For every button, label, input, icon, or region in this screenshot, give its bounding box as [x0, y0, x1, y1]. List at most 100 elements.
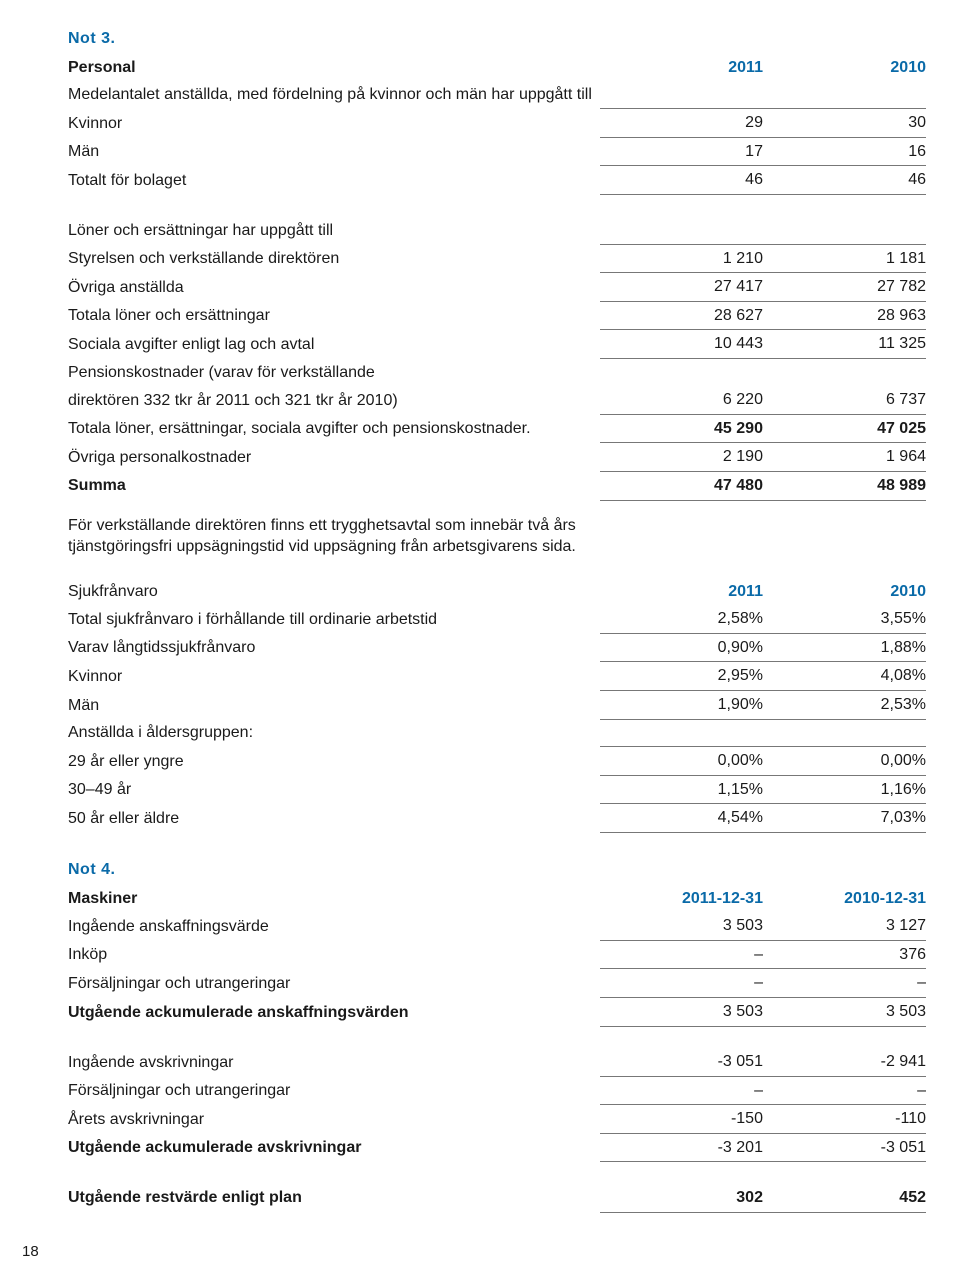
- table-row-label: Sociala avgifter enligt lag och avtal: [68, 330, 600, 359]
- table-cell: 2,53%: [763, 691, 926, 720]
- personal-table: Personal 2011 2010 Medelantalet anställd…: [68, 54, 926, 501]
- table-row-label: Totalt för bolaget: [68, 166, 600, 195]
- table-cell: 1 210: [600, 244, 763, 273]
- table-cell: 46: [600, 166, 763, 195]
- table-cell: 2 190: [600, 443, 763, 472]
- table-cell: -3 051: [763, 1133, 926, 1162]
- sjuk-heading: Sjukfrånvaro: [68, 578, 600, 606]
- date-2010: 2010-12-31: [763, 885, 926, 913]
- pension-line2: direktören 332 tkr år 2011 och 321 tkr å…: [68, 386, 600, 414]
- table-cell: 27 782: [763, 273, 926, 302]
- personal-heading: Personal: [68, 54, 600, 82]
- table-cell: –: [600, 969, 763, 998]
- table-cell: 0,90%: [600, 633, 763, 662]
- date-2011: 2011-12-31: [600, 885, 763, 913]
- table-row-label: 50 år eller äldre: [68, 804, 600, 833]
- table-cell: 3 503: [600, 912, 763, 940]
- year-2011: 2011: [600, 578, 763, 606]
- table-cell: 45 290: [600, 414, 763, 443]
- table-cell: 452: [763, 1184, 926, 1212]
- table-row-label: Totala löner och ersättningar: [68, 301, 600, 330]
- table-cell: 1,88%: [763, 633, 926, 662]
- page-number: 18: [22, 1242, 39, 1262]
- totala-label: Totala löner, ersättningar, sociala avgi…: [68, 414, 600, 443]
- table-row-label: Försäljningar och utrangeringar: [68, 1076, 600, 1105]
- table-cell: 3 503: [763, 998, 926, 1027]
- table-cell: 16: [763, 137, 926, 166]
- personal-intro: Medelantalet anställda, med fördelning p…: [68, 81, 600, 109]
- table-cell: 4,54%: [600, 804, 763, 833]
- restvarde-label: Utgående restvärde enligt plan: [68, 1184, 600, 1212]
- table-cell: 6 737: [763, 386, 926, 414]
- table-cell: 376: [763, 940, 926, 969]
- table-cell: 17: [600, 137, 763, 166]
- table-cell: -3 051: [600, 1048, 763, 1076]
- table-cell: 1 964: [763, 443, 926, 472]
- table-cell: –: [763, 969, 926, 998]
- table-cell: 46: [763, 166, 926, 195]
- table-cell: 0,00%: [600, 747, 763, 776]
- table-cell: 10 443: [600, 330, 763, 359]
- table-row-label: 30–49 år: [68, 775, 600, 804]
- table-cell: –: [763, 1076, 926, 1105]
- table-cell: 1,16%: [763, 775, 926, 804]
- table-cell: 6 220: [600, 386, 763, 414]
- table-row-label: Män: [68, 137, 600, 166]
- table-cell: 28 963: [763, 301, 926, 330]
- loner-subhead: Löner och ersättningar har uppgått till: [68, 217, 600, 245]
- table-row-label: Varav långtidssjukfrånvaro: [68, 633, 600, 662]
- table-cell: 302: [600, 1184, 763, 1212]
- table-cell: 4,08%: [763, 662, 926, 691]
- table-cell: 29: [600, 109, 763, 138]
- table-cell: 2,95%: [600, 662, 763, 691]
- table-cell: 30: [763, 109, 926, 138]
- table-row-label: Ingående anskaffningsvärde: [68, 912, 600, 940]
- table-row-label: Kvinnor: [68, 662, 600, 691]
- table-cell: 11 325: [763, 330, 926, 359]
- table-cell: 2,58%: [600, 605, 763, 633]
- table-cell: -2 941: [763, 1048, 926, 1076]
- table-cell: 48 989: [763, 471, 926, 500]
- table-row-label: Styrelsen och verkställande direktören: [68, 244, 600, 273]
- maskiner-heading: Maskiner: [68, 885, 600, 913]
- table-cell: –: [600, 1076, 763, 1105]
- table-cell: 1,15%: [600, 775, 763, 804]
- table-row-label: Inköp: [68, 940, 600, 969]
- age-group-heading: Anställda i åldersgruppen:: [68, 719, 600, 747]
- table-cell: 1 181: [763, 244, 926, 273]
- table-cell: -3 201: [600, 1133, 763, 1162]
- table-cell: 1,90%: [600, 691, 763, 720]
- table-cell: 47 025: [763, 414, 926, 443]
- year-2010: 2010: [763, 54, 926, 82]
- year-2010: 2010: [763, 578, 926, 606]
- table-cell: 0,00%: [763, 747, 926, 776]
- table-cell: 7,03%: [763, 804, 926, 833]
- summa-label: Summa: [68, 471, 600, 500]
- table-row-label: Årets avskrivningar: [68, 1105, 600, 1134]
- table-cell: 3 127: [763, 912, 926, 940]
- table-cell: 3,55%: [763, 605, 926, 633]
- table-cell: 47 480: [600, 471, 763, 500]
- note4-title: Not 4.: [68, 859, 926, 881]
- table-row-label: 29 år eller yngre: [68, 747, 600, 776]
- utg-ansk-label: Utgående ackumulerade anskaffningsvärden: [68, 998, 600, 1027]
- sjukfranvaro-table: Sjukfrånvaro 2011 2010 Total sjukfrånvar…: [68, 578, 926, 833]
- note3-title: Not 3.: [68, 28, 926, 50]
- table-row-label: Kvinnor: [68, 109, 600, 138]
- table-row-label: Män: [68, 691, 600, 720]
- utg-avskr-label: Utgående ackumulerade avskrivningar: [68, 1133, 600, 1162]
- table-cell: 27 417: [600, 273, 763, 302]
- maskiner-table: Maskiner 2011-12-31 2010-12-31 Ingående …: [68, 885, 926, 1213]
- table-cell: 28 627: [600, 301, 763, 330]
- year-2011: 2011: [600, 54, 763, 82]
- table-cell: 3 503: [600, 998, 763, 1027]
- table-row-label: Försäljningar och utrangeringar: [68, 969, 600, 998]
- table-row-label: Ingående avskrivningar: [68, 1048, 600, 1076]
- table-row-label: Total sjukfrånvaro i förhållande till or…: [68, 605, 600, 633]
- table-cell: -150: [600, 1105, 763, 1134]
- trygghetsavtal-paragraph: För verkställande direktören finns ett t…: [68, 515, 648, 558]
- table-cell: -110: [763, 1105, 926, 1134]
- ovriga-label: Övriga personalkostnader: [68, 443, 600, 472]
- table-cell: –: [600, 940, 763, 969]
- pension-line1: Pensionskostnader (varav för verkställan…: [68, 359, 600, 387]
